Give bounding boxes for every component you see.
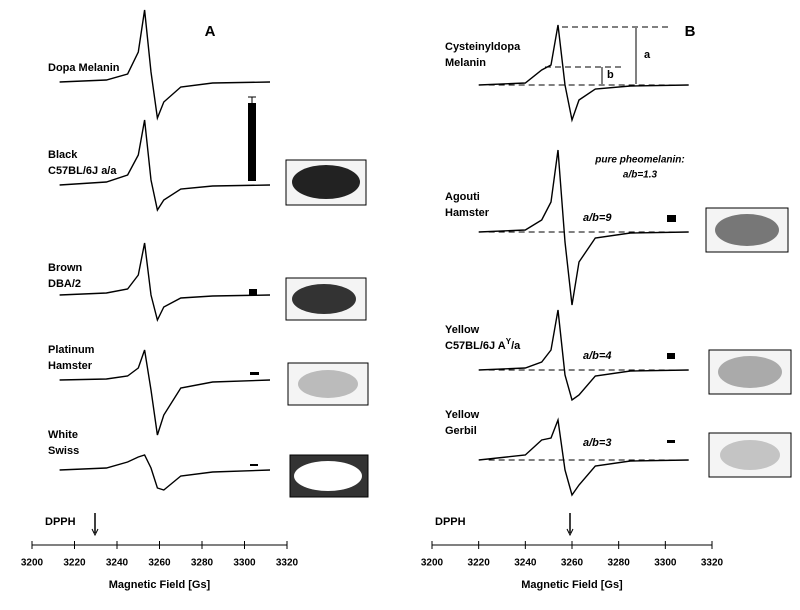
photo-sample [298, 370, 358, 398]
photo-sample [720, 440, 780, 470]
x-tick-label: 3280 [608, 558, 631, 569]
series-label: DBA/2 [48, 278, 81, 290]
x-tick-label: 3300 [233, 558, 256, 569]
ratio-label: a/b=4 [583, 350, 611, 362]
photo-sample [292, 284, 356, 314]
intensity-bar [249, 289, 257, 295]
x-tick-label: 3200 [421, 558, 444, 569]
x-tick-label: 3320 [701, 558, 724, 569]
intensity-bar [667, 353, 675, 359]
spectrum [59, 119, 271, 212]
note: pure pheomelanin: [594, 155, 684, 166]
series-label: Gerbil [445, 425, 477, 437]
intensity-bar [667, 215, 676, 222]
photo-sample [715, 214, 779, 246]
spectrum [59, 349, 271, 436]
x-tick-label: 3260 [561, 558, 584, 569]
panel-label: A [205, 23, 216, 40]
photo-sample [292, 165, 360, 199]
spectrum [59, 454, 271, 491]
x-tick-label: 3280 [191, 558, 214, 569]
x-tick-label: 3220 [63, 558, 86, 569]
spectrum [478, 24, 689, 123]
series-label: Platinum [48, 344, 95, 356]
ratio-label: a/b=3 [583, 437, 611, 449]
photo-sample [718, 356, 782, 388]
series-label: C57BL/6J AY/a [445, 337, 521, 352]
intensity-bar [248, 103, 256, 181]
x-tick-label: 3220 [468, 558, 491, 569]
photo-sample [294, 461, 362, 491]
series-label: Hamster [445, 207, 490, 219]
dpph-label: DPPH [45, 516, 76, 528]
panel-label: B [685, 23, 696, 40]
series-label: Yellow [445, 409, 480, 421]
series-label: Agouti [445, 191, 480, 203]
x-tick-label: 3240 [514, 558, 537, 569]
series-label: Cysteinyldopa [445, 41, 521, 53]
series-label: Swiss [48, 445, 79, 457]
dpph-arrowhead [566, 528, 574, 537]
spectrum [59, 242, 271, 323]
x-tick-label: 3260 [148, 558, 171, 569]
x-tick-label: 3200 [21, 558, 44, 569]
series-label: Hamster [48, 360, 93, 372]
intensity-bar [667, 440, 675, 443]
spectrum [478, 309, 689, 402]
ratio-label: a/b=9 [583, 212, 612, 224]
series-label: Brown [48, 262, 83, 274]
series-label: Dopa Melanin [48, 62, 120, 74]
spectrum [478, 417, 689, 497]
label-part: C57BL/6J A [445, 340, 506, 352]
series-label: Black [48, 149, 78, 161]
series-label: C57BL/6J a/a [48, 165, 117, 177]
label-part: Y [506, 337, 512, 346]
spectrum [478, 149, 689, 306]
x-tick-label: 3240 [106, 558, 129, 569]
amp-label: b [607, 69, 614, 81]
label-part: /a [511, 340, 521, 352]
series-label: White [48, 429, 78, 441]
x-axis-label: Magnetic Field [Gs] [521, 579, 623, 591]
intensity-bar [250, 464, 258, 466]
dpph-arrowhead [91, 528, 99, 537]
note: a/b=1.3 [623, 170, 658, 181]
x-axis-label: Magnetic Field [Gs] [109, 579, 211, 591]
x-tick-label: 3300 [654, 558, 677, 569]
series-label: Melanin [445, 57, 486, 69]
spectrum [59, 9, 271, 121]
dpph-label: DPPH [435, 516, 466, 528]
amp-label: a [644, 49, 651, 61]
intensity-bar [250, 372, 259, 375]
series-label: Yellow [445, 324, 480, 336]
x-tick-label: 3320 [276, 558, 299, 569]
